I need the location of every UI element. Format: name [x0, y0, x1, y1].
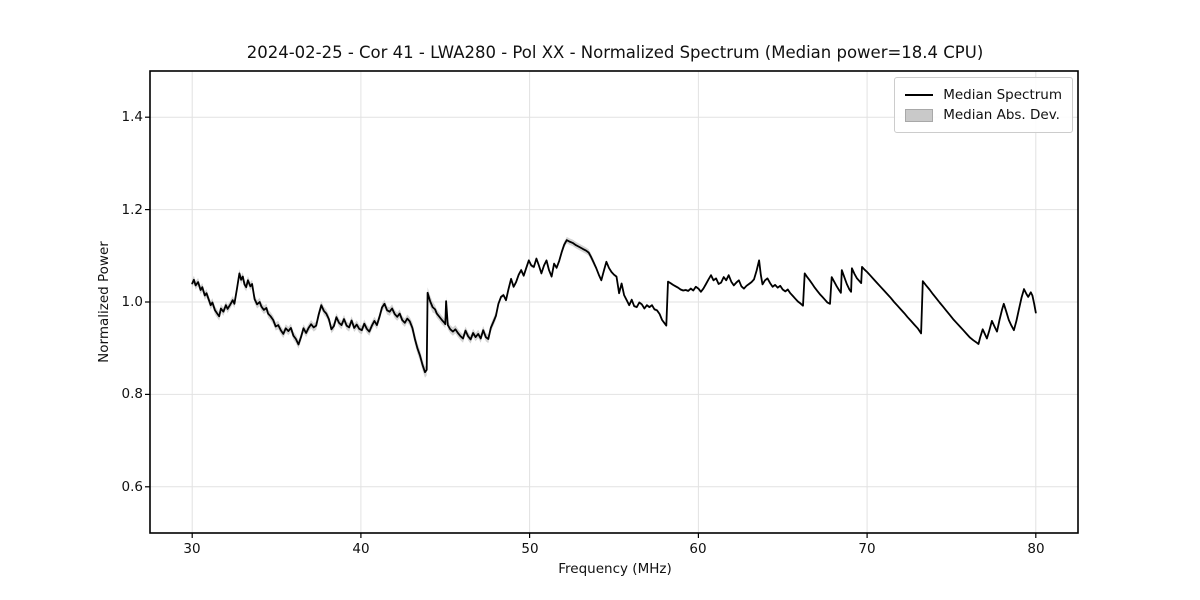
- y-tick-label: 1.0: [121, 294, 143, 310]
- x-tick-label: 40: [352, 541, 370, 557]
- y-tick-label: 1.4: [121, 109, 143, 125]
- median-spectrum-line: [191, 239, 1037, 374]
- legend-entry-median-spectrum: Median Spectrum: [905, 85, 1062, 105]
- x-tick-label: 60: [689, 541, 707, 557]
- x-tick-label: 80: [1027, 541, 1045, 557]
- legend-label-median-spectrum: Median Spectrum: [943, 87, 1062, 103]
- legend: Median Spectrum Median Abs. Dev.: [894, 77, 1073, 133]
- legend-entry-median-abs-dev: Median Abs. Dev.: [905, 105, 1062, 125]
- patch-sample-icon: [905, 108, 934, 122]
- chart-title: 2024-02-25 - Cor 41 - LWA280 - Pol XX - …: [246, 43, 984, 62]
- y-tick-label: 0.8: [121, 386, 143, 402]
- y-tick-label: 0.6: [121, 479, 143, 495]
- x-tick-label: 30: [183, 541, 201, 557]
- x-axis-label: Frequency (MHz): [558, 561, 672, 577]
- line-sample-icon: [905, 94, 934, 96]
- x-tick-label: 50: [521, 541, 539, 557]
- x-tick-label: 70: [858, 541, 876, 557]
- y-tick-label: 1.2: [121, 202, 143, 218]
- mad-band: [192, 236, 1036, 378]
- legend-label-median-abs-dev: Median Abs. Dev.: [943, 107, 1060, 123]
